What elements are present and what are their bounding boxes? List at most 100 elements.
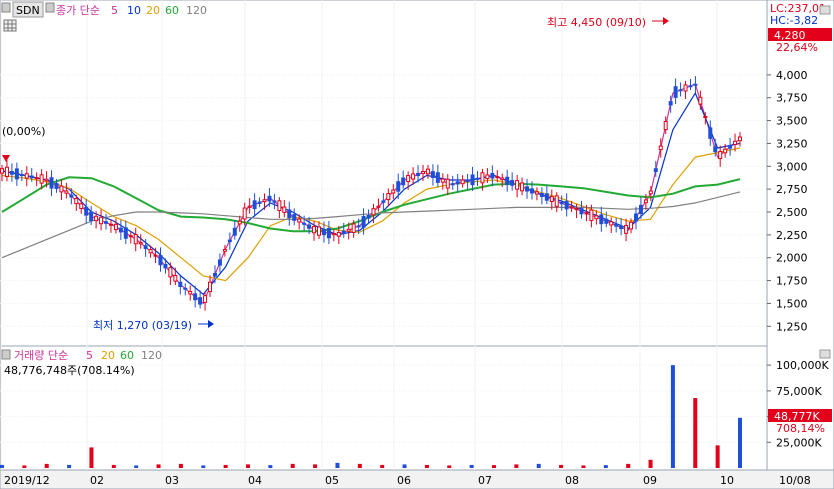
volume-bar — [626, 463, 631, 468]
candle-body — [321, 229, 326, 236]
volume-bar — [581, 465, 586, 468]
candle-body — [713, 146, 718, 153]
price-tick-label: 1,250 — [776, 320, 808, 333]
candle-body — [79, 203, 84, 209]
ma-line-60 — [1, 176, 741, 233]
volume-bar — [715, 445, 720, 468]
candle-body — [510, 179, 515, 186]
vol-period-60: 60 — [120, 349, 134, 362]
candle-body — [257, 201, 262, 204]
candle-body — [643, 199, 648, 204]
volume-bar — [380, 464, 385, 468]
candle-body — [569, 206, 574, 209]
volume-bar — [492, 465, 496, 468]
candle-body — [599, 214, 604, 225]
volume-bar — [424, 464, 429, 468]
volume-scroll-icon[interactable] — [819, 349, 831, 359]
candle-body — [668, 101, 673, 106]
volume-pct: 708,14% — [776, 422, 825, 435]
ma-line-120 — [1, 191, 741, 259]
candle-body — [39, 174, 44, 184]
candle-body — [123, 227, 128, 239]
candle-body — [594, 215, 599, 220]
volume-toggle-icon[interactable] — [1, 349, 11, 360]
candle-body — [688, 85, 693, 88]
candle-body — [693, 83, 698, 86]
candle-body — [4, 166, 9, 177]
vol-period-120: 120 — [141, 349, 162, 362]
price-tick-label: 3,000 — [776, 160, 808, 173]
candle-body — [475, 177, 480, 180]
candle-body — [549, 196, 554, 202]
candle-body — [624, 225, 629, 234]
volume-bar — [514, 464, 519, 468]
candle-body — [44, 178, 49, 182]
candle-body — [396, 181, 401, 192]
candle-body — [718, 151, 723, 160]
candle-body — [307, 224, 312, 229]
candle-body — [450, 183, 455, 186]
volume-title: 거래량 단순 — [14, 349, 68, 362]
volume-bar — [268, 465, 273, 468]
volume-bar — [559, 464, 564, 468]
candle-body — [683, 84, 688, 92]
price-tick-label: 2,000 — [776, 252, 808, 265]
ma-title: 종가 단순 — [56, 4, 100, 17]
candle-body — [277, 200, 282, 212]
candle-body — [619, 225, 624, 230]
ma-period-120: 120 — [186, 4, 207, 17]
volume-bar — [22, 465, 27, 468]
scroll-up-icon[interactable] — [819, 5, 831, 15]
ma-toggle-icon[interactable] — [45, 2, 55, 13]
candle-body — [247, 205, 252, 208]
candle-body — [505, 176, 510, 185]
candle-body — [336, 231, 341, 237]
candle-body — [435, 172, 440, 183]
collapse-toggle-icon[interactable] — [1, 2, 11, 13]
ma-period-20: 20 — [146, 4, 160, 17]
candle-body — [673, 86, 678, 98]
candle-body — [460, 179, 465, 185]
candle-body — [89, 211, 94, 222]
candle-body — [495, 176, 500, 179]
volume-summary: 48,776,748주(708.14%) — [4, 364, 135, 377]
candle-body — [133, 234, 138, 245]
x-tick-label: 05 — [325, 474, 339, 487]
candle-body — [148, 249, 153, 254]
candle-body — [574, 208, 579, 211]
symbol-label: SDN — [16, 4, 40, 17]
volume-bar — [335, 462, 340, 468]
candle-body — [470, 174, 475, 186]
hc-value: HC:-3,82 — [770, 14, 818, 27]
x-tick-label: 2019/12 — [4, 474, 50, 487]
grid-table-icon[interactable] — [3, 19, 17, 32]
candle-body — [445, 178, 450, 189]
current-price-badge — [768, 28, 832, 41]
candle-body — [371, 208, 376, 216]
volume-tick-label: 25,000K — [776, 436, 822, 449]
candle-body — [525, 186, 530, 192]
candle-body — [118, 227, 123, 233]
volume-bar — [313, 464, 318, 468]
candle-body — [158, 254, 163, 266]
volume-bar — [111, 464, 116, 468]
candle-body — [237, 220, 242, 225]
candle-body — [356, 225, 361, 228]
candle-body — [480, 172, 485, 184]
candle-body — [84, 206, 89, 216]
candle-body — [430, 171, 435, 178]
candle-body — [212, 272, 217, 277]
candle-body — [500, 177, 505, 181]
volume-bar — [0, 464, 4, 468]
low-annotation: 최저 1,270 (03/19) — [93, 319, 192, 332]
symbol-box[interactable] — [12, 1, 44, 18]
candle-body — [648, 190, 653, 195]
candle-body — [242, 207, 247, 220]
candle-body — [733, 140, 738, 145]
candle-body — [411, 173, 416, 180]
candle-body — [272, 200, 277, 203]
volume-bar — [447, 465, 452, 468]
candle-body — [465, 179, 470, 183]
volume-bar — [648, 459, 653, 468]
x-tick-label: 10/08 — [779, 474, 811, 487]
